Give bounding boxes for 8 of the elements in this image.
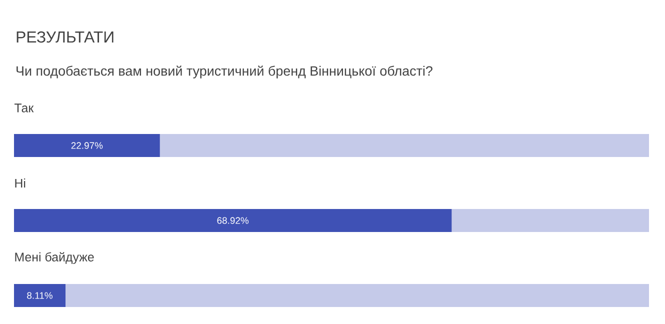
data-label: 22.97% — [71, 142, 103, 149]
data-label: 68.92% — [217, 217, 249, 224]
y-tick-label: Так — [14, 104, 34, 112]
chart-subtitle: Чи подобається вам новий туристичний бренд Вінницької області? — [16, 66, 432, 78]
y-tick-label: Мені байдуже — [15, 252, 94, 264]
chart-title: РЕЗУЛЬТАТИ — [16, 31, 114, 43]
y-tick-label: Ні — [15, 178, 26, 188]
data-label: 8.11% — [27, 292, 52, 299]
